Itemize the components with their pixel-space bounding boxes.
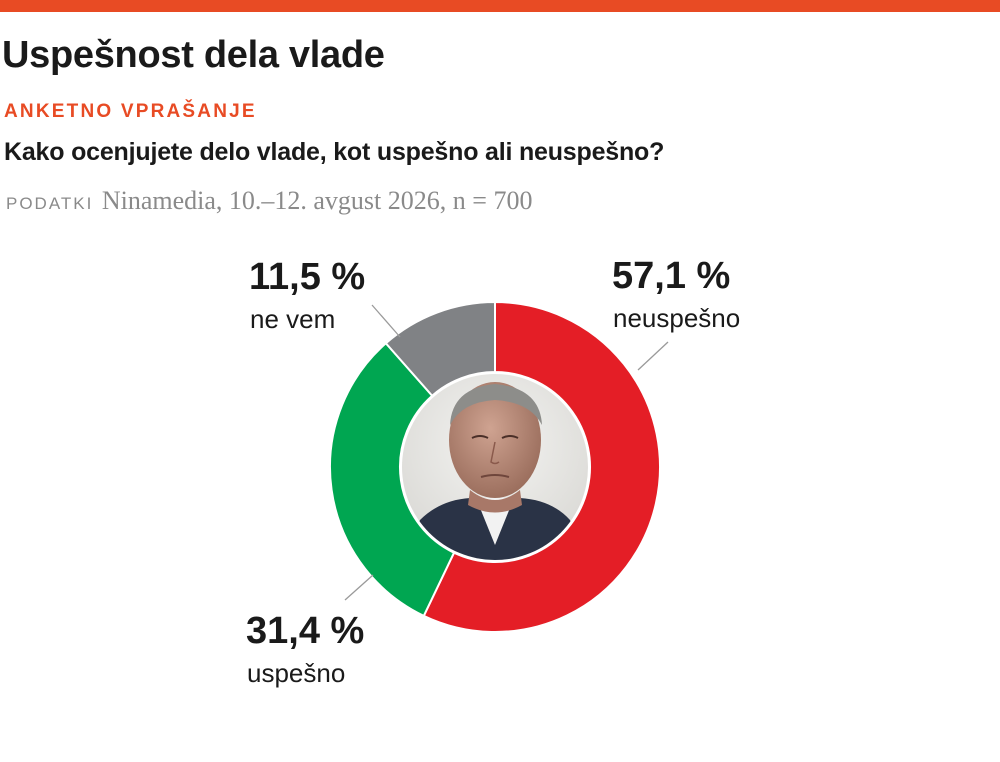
category-label: ne vem bbox=[250, 304, 335, 334]
source-text: Ninamedia, 10.–12. avgust 2026, n = 700 bbox=[101, 186, 533, 215]
leader-line bbox=[637, 341, 669, 371]
survey-kicker: ANKETNO VPRAŠANJE bbox=[4, 101, 257, 122]
page-title: Uspešnost dela vlade bbox=[2, 34, 385, 76]
leader-lines bbox=[344, 304, 669, 601]
top-accent-bar bbox=[0, 0, 1000, 12]
value-label: 57,1 % bbox=[612, 255, 730, 297]
value-label: 31,4 % bbox=[246, 610, 364, 652]
leader-line bbox=[344, 574, 374, 601]
source-line: Podatki Ninamedia, 10.–12. avgust 2026, … bbox=[6, 186, 532, 216]
slice-labels: 57,1 % neuspešno 31,4 % uspešno 11,5 % ne vem bbox=[246, 255, 740, 688]
category-label: uspešno bbox=[247, 658, 345, 688]
portrait-photo bbox=[402, 374, 588, 560]
source-label: Podatki bbox=[6, 194, 94, 213]
donut-slices bbox=[329, 300, 661, 633]
value-label: 11,5 % bbox=[249, 256, 365, 298]
survey-question: Kako ocenjujete delo vlade, kot uspešno … bbox=[4, 138, 665, 166]
category-label: neuspešno bbox=[613, 303, 740, 333]
inner-ring bbox=[400, 372, 590, 562]
leader-line bbox=[371, 304, 401, 338]
